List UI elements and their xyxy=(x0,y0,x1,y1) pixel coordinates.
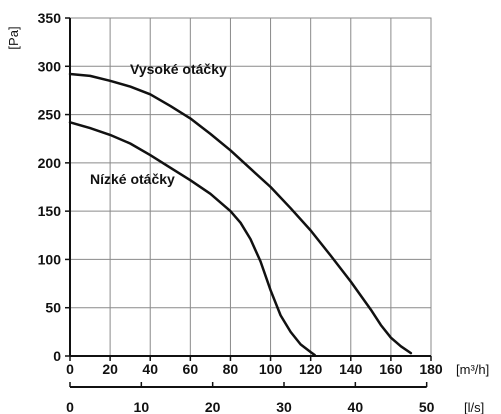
y-tick-label: 100 xyxy=(38,251,62,267)
x2-axis-unit: [l/s] xyxy=(464,400,484,414)
x-axis-unit: [m³/h] xyxy=(456,362,489,377)
series-label-1: Nízké otáčky xyxy=(90,171,175,187)
chart-axes xyxy=(65,17,432,388)
x-tick-label: 60 xyxy=(183,361,199,377)
x2-tick-label: 0 xyxy=(66,399,74,414)
x-tick-label: 40 xyxy=(142,361,158,377)
y-tick-label: 250 xyxy=(38,107,62,123)
x-tick-label: 180 xyxy=(419,361,443,377)
chart-grid xyxy=(69,17,432,357)
series-line-1 xyxy=(68,121,316,357)
y-tick-label: 150 xyxy=(38,203,62,219)
y-tick-label: 0 xyxy=(53,348,61,364)
x2-tick-label: 20 xyxy=(205,399,221,414)
y-tick-label: 50 xyxy=(45,300,61,316)
x-tick-label: 100 xyxy=(259,361,283,377)
y-tick-label: 200 xyxy=(38,155,62,171)
x2-tick-label: 50 xyxy=(419,399,435,414)
x-tick-label: 0 xyxy=(66,361,74,377)
x2-tick-label: 40 xyxy=(348,399,364,414)
x-tick-label: 80 xyxy=(223,361,239,377)
y-axis-unit: [Pa] xyxy=(6,26,21,49)
series-label-0: Vysoké otáčky xyxy=(130,61,227,77)
plot-frame xyxy=(69,17,432,357)
x-tick-label: 140 xyxy=(339,361,363,377)
x-tick-label: 160 xyxy=(379,361,403,377)
y-tick-label: 350 xyxy=(38,10,62,26)
x2-tick-label: 10 xyxy=(134,399,150,414)
chart-series xyxy=(68,72,413,357)
x-tick-label: 120 xyxy=(299,361,323,377)
x2-tick-label: 30 xyxy=(276,399,292,414)
y-tick-label: 300 xyxy=(38,58,62,74)
series-line-0 xyxy=(68,72,413,355)
x-tick-label: 20 xyxy=(102,361,118,377)
